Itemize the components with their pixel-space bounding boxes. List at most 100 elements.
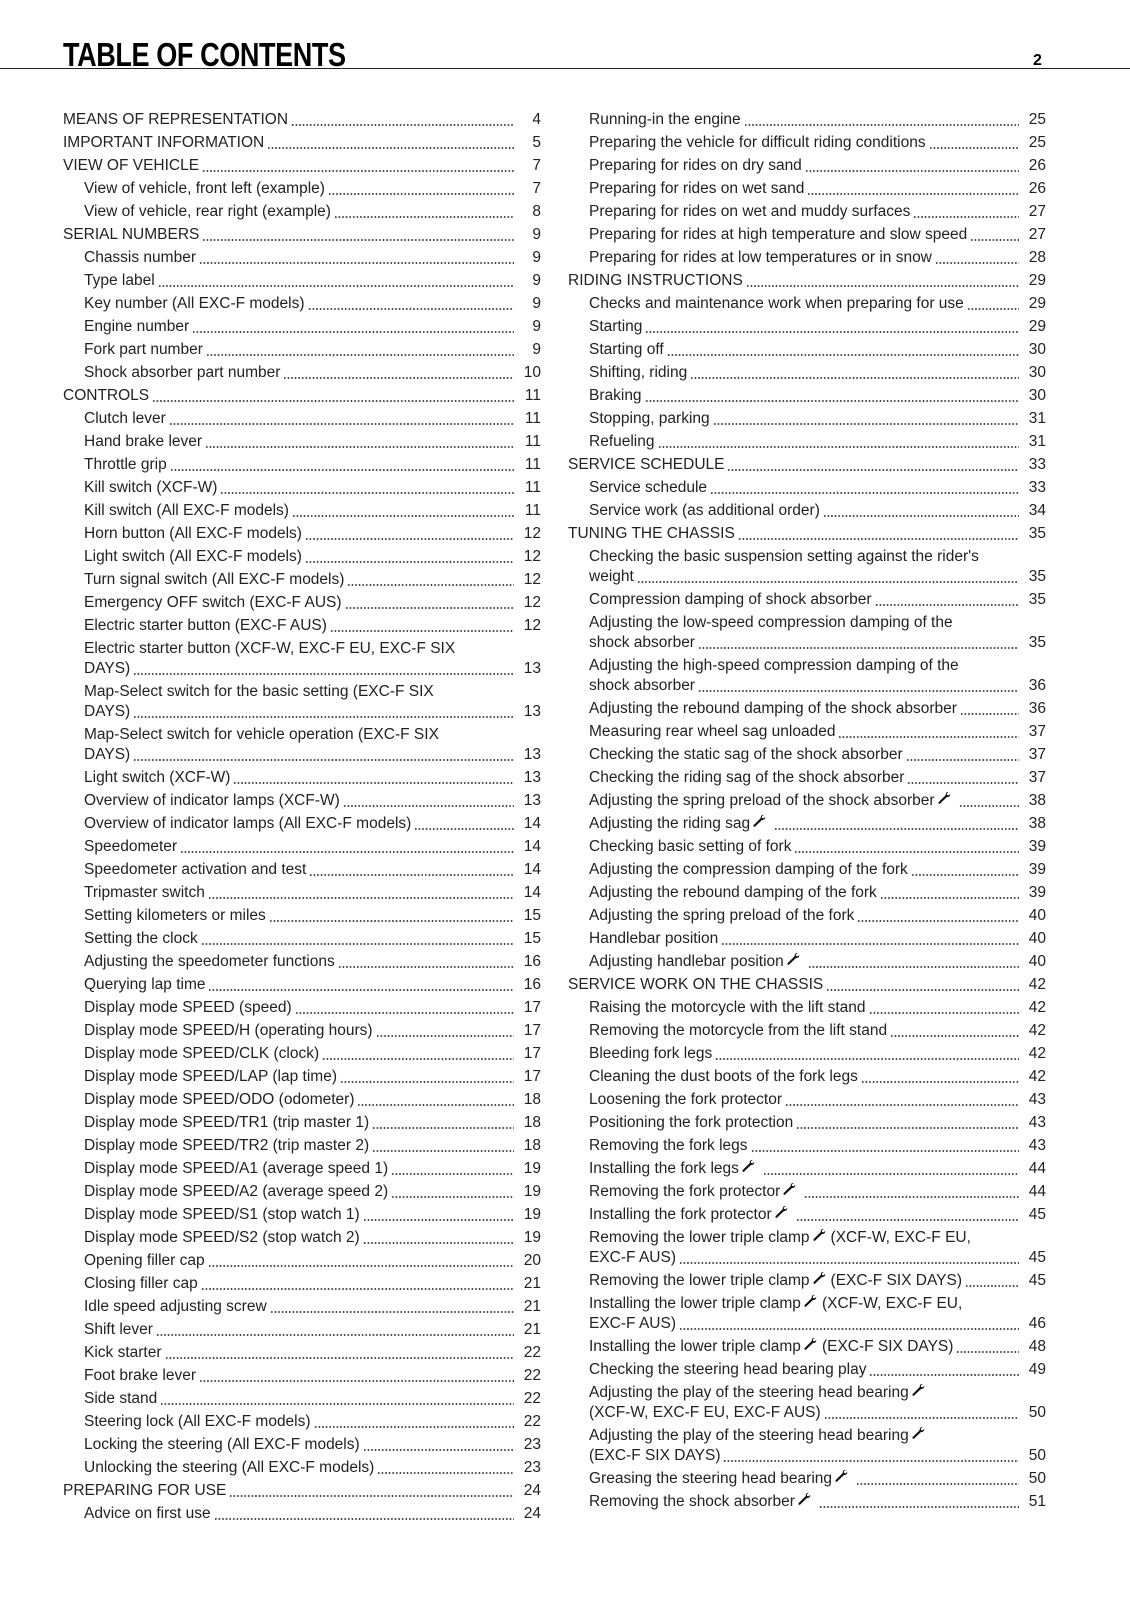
toc-subsection-entry[interactable]: Foot brake lever 22 (63, 1366, 541, 1389)
toc-subsection-entry[interactable]: Map-Select switch for vehicle operation … (63, 725, 541, 768)
toc-subsection-entry[interactable]: Display mode SPEED/S1 (stop watch 1) 19 (63, 1205, 541, 1228)
toc-subsection-entry[interactable]: Adjusting the play of the steering head … (568, 1383, 1046, 1426)
toc-subsection-entry[interactable]: Adjusting the play of the steering head … (568, 1426, 1046, 1469)
toc-subsection-entry[interactable]: Display mode SPEED/A2 (average speed 2) 1… (63, 1182, 541, 1205)
toc-subsection-entry[interactable]: Shifting, riding 30 (568, 363, 1046, 386)
toc-subsection-entry[interactable]: Preparing the vehicle for difficult ridi… (568, 133, 1046, 156)
toc-subsection-entry[interactable]: Light switch (All EXC-F models) 12 (63, 547, 541, 570)
toc-subsection-entry[interactable]: Preparing for rides at high temperature … (568, 225, 1046, 248)
toc-subsection-entry[interactable]: Kill switch (All EXC-F models) 11 (63, 501, 541, 524)
toc-subsection-entry[interactable]: Overview of indicator lamps (All EXC-F m… (63, 814, 541, 837)
toc-subsection-entry[interactable]: Display mode SPEED/ODO (odometer) 18 (63, 1090, 541, 1113)
toc-subsection-entry[interactable]: Engine number 9 (63, 317, 541, 340)
toc-subsection-entry[interactable]: Electric starter button (XCF-W, EXC-F EU… (63, 639, 541, 682)
toc-subsection-entry[interactable]: Preparing for rides on wet and muddy sur… (568, 202, 1046, 225)
toc-subsection-entry[interactable]: Installing the fork legs 44 (568, 1159, 1046, 1182)
toc-section-entry[interactable]: CONTROLS 11 (63, 386, 541, 409)
toc-section-entry[interactable]: PREPARING FOR USE 24 (63, 1481, 541, 1504)
toc-subsection-entry[interactable]: View of vehicle, rear right (example) 8 (63, 202, 541, 225)
toc-subsection-entry[interactable]: Display mode SPEED/A1 (average speed 1) 1… (63, 1159, 541, 1182)
toc-subsection-entry[interactable]: Raising the motorcycle with the lift sta… (568, 998, 1046, 1021)
toc-subsection-entry[interactable]: Adjusting handlebar position 40 (568, 952, 1046, 975)
toc-subsection-entry[interactable]: Shock absorber part number 10 (63, 363, 541, 386)
toc-subsection-entry[interactable]: Installing the lower triple clamp (XCF-W,… (568, 1294, 1046, 1337)
toc-subsection-entry[interactable]: Electric starter button (EXC-F AUS) 12 (63, 616, 541, 639)
toc-subsection-entry[interactable]: Display mode SPEED/TR1 (trip master 1) 18 (63, 1113, 541, 1136)
toc-subsection-entry[interactable]: Key number (All EXC-F models) 9 (63, 294, 541, 317)
toc-subsection-entry[interactable]: Preparing for rides at low temperatures … (568, 248, 1046, 271)
toc-subsection-entry[interactable]: Advice on first use 24 (63, 1504, 541, 1527)
toc-subsection-entry[interactable]: Removing the shock absorber 51 (568, 1492, 1046, 1515)
toc-section-entry[interactable]: TUNING THE CHASSIS 35 (568, 524, 1046, 547)
toc-subsection-entry[interactable]: Display mode SPEED/LAP (lap time) 17 (63, 1067, 541, 1090)
toc-subsection-entry[interactable]: Locking the steering (All EXC-F models) 2… (63, 1435, 541, 1458)
toc-subsection-entry[interactable]: Turn signal switch (All EXC-F models) 12 (63, 570, 541, 593)
toc-subsection-entry[interactable]: Checking the static sag of the shock abs… (568, 745, 1046, 768)
toc-subsection-entry[interactable]: Display mode SPEED/TR2 (trip master 2) 18 (63, 1136, 541, 1159)
toc-subsection-entry[interactable]: Adjusting the rebound damping of the sho… (568, 699, 1046, 722)
toc-subsection-entry[interactable]: Running-in the engine 25 (568, 110, 1046, 133)
toc-subsection-entry[interactable]: Greasing the steering head bearing 50 (568, 1469, 1046, 1492)
toc-subsection-entry[interactable]: Checks and maintenance work when prepari… (568, 294, 1046, 317)
toc-subsection-entry[interactable]: Checking the basic suspension setting ag… (568, 547, 1046, 590)
toc-subsection-entry[interactable]: Removing the lower triple clamp (XCF-W, E… (568, 1228, 1046, 1271)
toc-subsection-entry[interactable]: Kick starter 22 (63, 1343, 541, 1366)
toc-section-entry[interactable]: SERVICE WORK ON THE CHASSIS 42 (568, 975, 1046, 998)
toc-subsection-entry[interactable]: Service schedule 33 (568, 478, 1046, 501)
toc-subsection-entry[interactable]: Overview of indicator lamps (XCF-W) 13 (63, 791, 541, 814)
toc-subsection-entry[interactable]: Steering lock (All EXC-F models) 22 (63, 1412, 541, 1435)
toc-subsection-entry[interactable]: Service work (as additional order) 34 (568, 501, 1046, 524)
toc-subsection-entry[interactable]: Bleeding fork legs 42 (568, 1044, 1046, 1067)
toc-subsection-entry[interactable]: Map-Select switch for the basic setting … (63, 682, 541, 725)
toc-subsection-entry[interactable]: Closing filler cap 21 (63, 1274, 541, 1297)
toc-subsection-entry[interactable]: Adjusting the spring preload of the fork… (568, 906, 1046, 929)
toc-section-entry[interactable]: SERVICE SCHEDULE 33 (568, 455, 1046, 478)
toc-subsection-entry[interactable]: Removing the motorcycle from the lift st… (568, 1021, 1046, 1044)
toc-subsection-entry[interactable]: Idle speed adjusting screw 21 (63, 1297, 541, 1320)
toc-subsection-entry[interactable]: Horn button (All EXC-F models) 12 (63, 524, 541, 547)
toc-subsection-entry[interactable]: Removing the fork protector 44 (568, 1182, 1046, 1205)
toc-subsection-entry[interactable]: Checking basic setting of fork 39 (568, 837, 1046, 860)
toc-subsection-entry[interactable]: Adjusting the low-speed compression damp… (568, 613, 1046, 656)
toc-subsection-entry[interactable]: Adjusting the high-speed compression dam… (568, 656, 1046, 699)
toc-subsection-entry[interactable]: Cleaning the dust boots of the fork legs… (568, 1067, 1046, 1090)
toc-subsection-entry[interactable]: Display mode SPEED (speed) 17 (63, 998, 541, 1021)
toc-subsection-entry[interactable]: Emergency OFF switch (EXC-F AUS) 12 (63, 593, 541, 616)
toc-subsection-entry[interactable]: Handlebar position 40 (568, 929, 1046, 952)
toc-subsection-entry[interactable]: Shift lever 21 (63, 1320, 541, 1343)
toc-subsection-entry[interactable]: Adjusting the speedometer functions 16 (63, 952, 541, 975)
toc-subsection-entry[interactable]: Preparing for rides on wet sand 26 (568, 179, 1046, 202)
toc-subsection-entry[interactable]: Light switch (XCF-W) 13 (63, 768, 541, 791)
toc-subsection-entry[interactable]: Braking 30 (568, 386, 1046, 409)
toc-subsection-entry[interactable]: Display mode SPEED/CLK (clock) 17 (63, 1044, 541, 1067)
toc-subsection-entry[interactable]: Installing the lower triple clamp (EXC-F … (568, 1337, 1046, 1360)
toc-subsection-entry[interactable]: Tripmaster switch 14 (63, 883, 541, 906)
toc-subsection-entry[interactable]: Speedometer 14 (63, 837, 541, 860)
toc-subsection-entry[interactable]: Checking the riding sag of the shock abs… (568, 768, 1046, 791)
toc-section-entry[interactable]: MEANS OF REPRESENTATION 4 (63, 110, 541, 133)
toc-subsection-entry[interactable]: Side stand 22 (63, 1389, 541, 1412)
toc-subsection-entry[interactable]: Unlocking the steering (All EXC-F models… (63, 1458, 541, 1481)
toc-subsection-entry[interactable]: Querying lap time 16 (63, 975, 541, 998)
toc-subsection-entry[interactable]: Preparing for rides on dry sand 26 (568, 156, 1046, 179)
toc-subsection-entry[interactable]: Compression damping of shock absorber 35 (568, 590, 1046, 613)
toc-subsection-entry[interactable]: Positioning the fork protection 43 (568, 1113, 1046, 1136)
toc-subsection-entry[interactable]: Refueling 31 (568, 432, 1046, 455)
toc-subsection-entry[interactable]: Adjusting the riding sag 38 (568, 814, 1046, 837)
toc-subsection-entry[interactable]: Starting 29 (568, 317, 1046, 340)
toc-subsection-entry[interactable]: Adjusting the rebound damping of the for… (568, 883, 1046, 906)
toc-subsection-entry[interactable]: Hand brake lever 11 (63, 432, 541, 455)
toc-subsection-entry[interactable]: Stopping, parking 31 (568, 409, 1046, 432)
toc-subsection-entry[interactable]: Removing the lower triple clamp (EXC-F SI… (568, 1271, 1046, 1294)
toc-subsection-entry[interactable]: Speedometer activation and test 14 (63, 860, 541, 883)
toc-subsection-entry[interactable]: Throttle grip 11 (63, 455, 541, 478)
toc-subsection-entry[interactable]: Starting off 30 (568, 340, 1046, 363)
toc-subsection-entry[interactable]: Checking the steering head bearing play 4… (568, 1360, 1046, 1383)
toc-subsection-entry[interactable]: Setting kilometers or miles 15 (63, 906, 541, 929)
toc-subsection-entry[interactable]: Chassis number 9 (63, 248, 541, 271)
toc-subsection-entry[interactable]: Setting the clock 15 (63, 929, 541, 952)
toc-subsection-entry[interactable]: Opening filler cap 20 (63, 1251, 541, 1274)
toc-subsection-entry[interactable]: Removing the fork legs 43 (568, 1136, 1046, 1159)
toc-subsection-entry[interactable]: Fork part number 9 (63, 340, 541, 363)
toc-subsection-entry[interactable]: Measuring rear wheel sag unloaded 37 (568, 722, 1046, 745)
